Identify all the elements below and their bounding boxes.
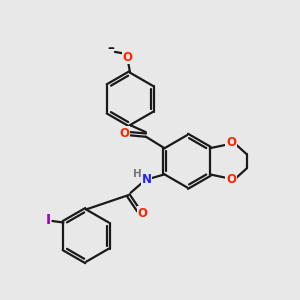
- Text: H: H: [133, 169, 142, 179]
- Text: I: I: [45, 213, 51, 227]
- Text: O: O: [123, 51, 133, 64]
- Text: O: O: [226, 136, 236, 149]
- Text: N: N: [142, 173, 152, 186]
- Text: –: –: [108, 42, 114, 55]
- Text: O: O: [119, 127, 129, 140]
- Text: –: –: [107, 42, 113, 55]
- Text: O: O: [137, 207, 147, 220]
- Text: O: O: [226, 173, 236, 186]
